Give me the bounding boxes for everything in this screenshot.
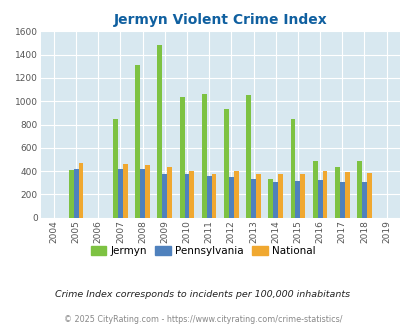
Bar bbox=[113, 119, 118, 218]
Bar bbox=[361, 182, 366, 218]
Bar bbox=[167, 167, 172, 218]
Bar bbox=[295, 181, 300, 218]
Bar bbox=[233, 171, 238, 218]
Bar bbox=[73, 169, 78, 218]
Bar bbox=[228, 177, 233, 218]
Bar bbox=[123, 164, 128, 218]
Bar bbox=[140, 169, 145, 218]
Bar bbox=[145, 165, 149, 218]
Bar bbox=[179, 97, 184, 218]
Text: © 2025 CityRating.com - https://www.cityrating.com/crime-statistics/: © 2025 CityRating.com - https://www.city… bbox=[64, 315, 341, 324]
Bar bbox=[211, 174, 216, 218]
Bar bbox=[277, 174, 282, 218]
Bar bbox=[162, 174, 167, 218]
Bar bbox=[206, 177, 211, 218]
Bar bbox=[273, 182, 277, 218]
Bar bbox=[201, 94, 206, 218]
Bar bbox=[78, 163, 83, 218]
Bar bbox=[250, 179, 255, 218]
Bar bbox=[356, 161, 361, 218]
Bar bbox=[317, 180, 322, 218]
Title: Jermyn Violent Crime Index: Jermyn Violent Crime Index bbox=[113, 14, 326, 27]
Bar bbox=[255, 174, 260, 218]
Bar bbox=[224, 110, 228, 218]
Bar bbox=[157, 45, 162, 218]
Bar bbox=[68, 170, 73, 218]
Bar bbox=[135, 65, 140, 218]
Legend: Jermyn, Pennsylvania, National: Jermyn, Pennsylvania, National bbox=[86, 242, 319, 260]
Bar bbox=[334, 167, 339, 218]
Bar bbox=[300, 174, 305, 218]
Bar bbox=[312, 161, 317, 218]
Bar bbox=[184, 174, 189, 218]
Bar bbox=[189, 171, 194, 218]
Bar bbox=[322, 171, 326, 218]
Bar bbox=[366, 173, 371, 218]
Text: Crime Index corresponds to incidents per 100,000 inhabitants: Crime Index corresponds to incidents per… bbox=[55, 290, 350, 299]
Bar bbox=[290, 119, 295, 218]
Bar bbox=[268, 179, 273, 218]
Bar bbox=[118, 169, 123, 218]
Bar bbox=[339, 182, 344, 218]
Bar bbox=[344, 172, 349, 218]
Bar bbox=[245, 95, 250, 218]
